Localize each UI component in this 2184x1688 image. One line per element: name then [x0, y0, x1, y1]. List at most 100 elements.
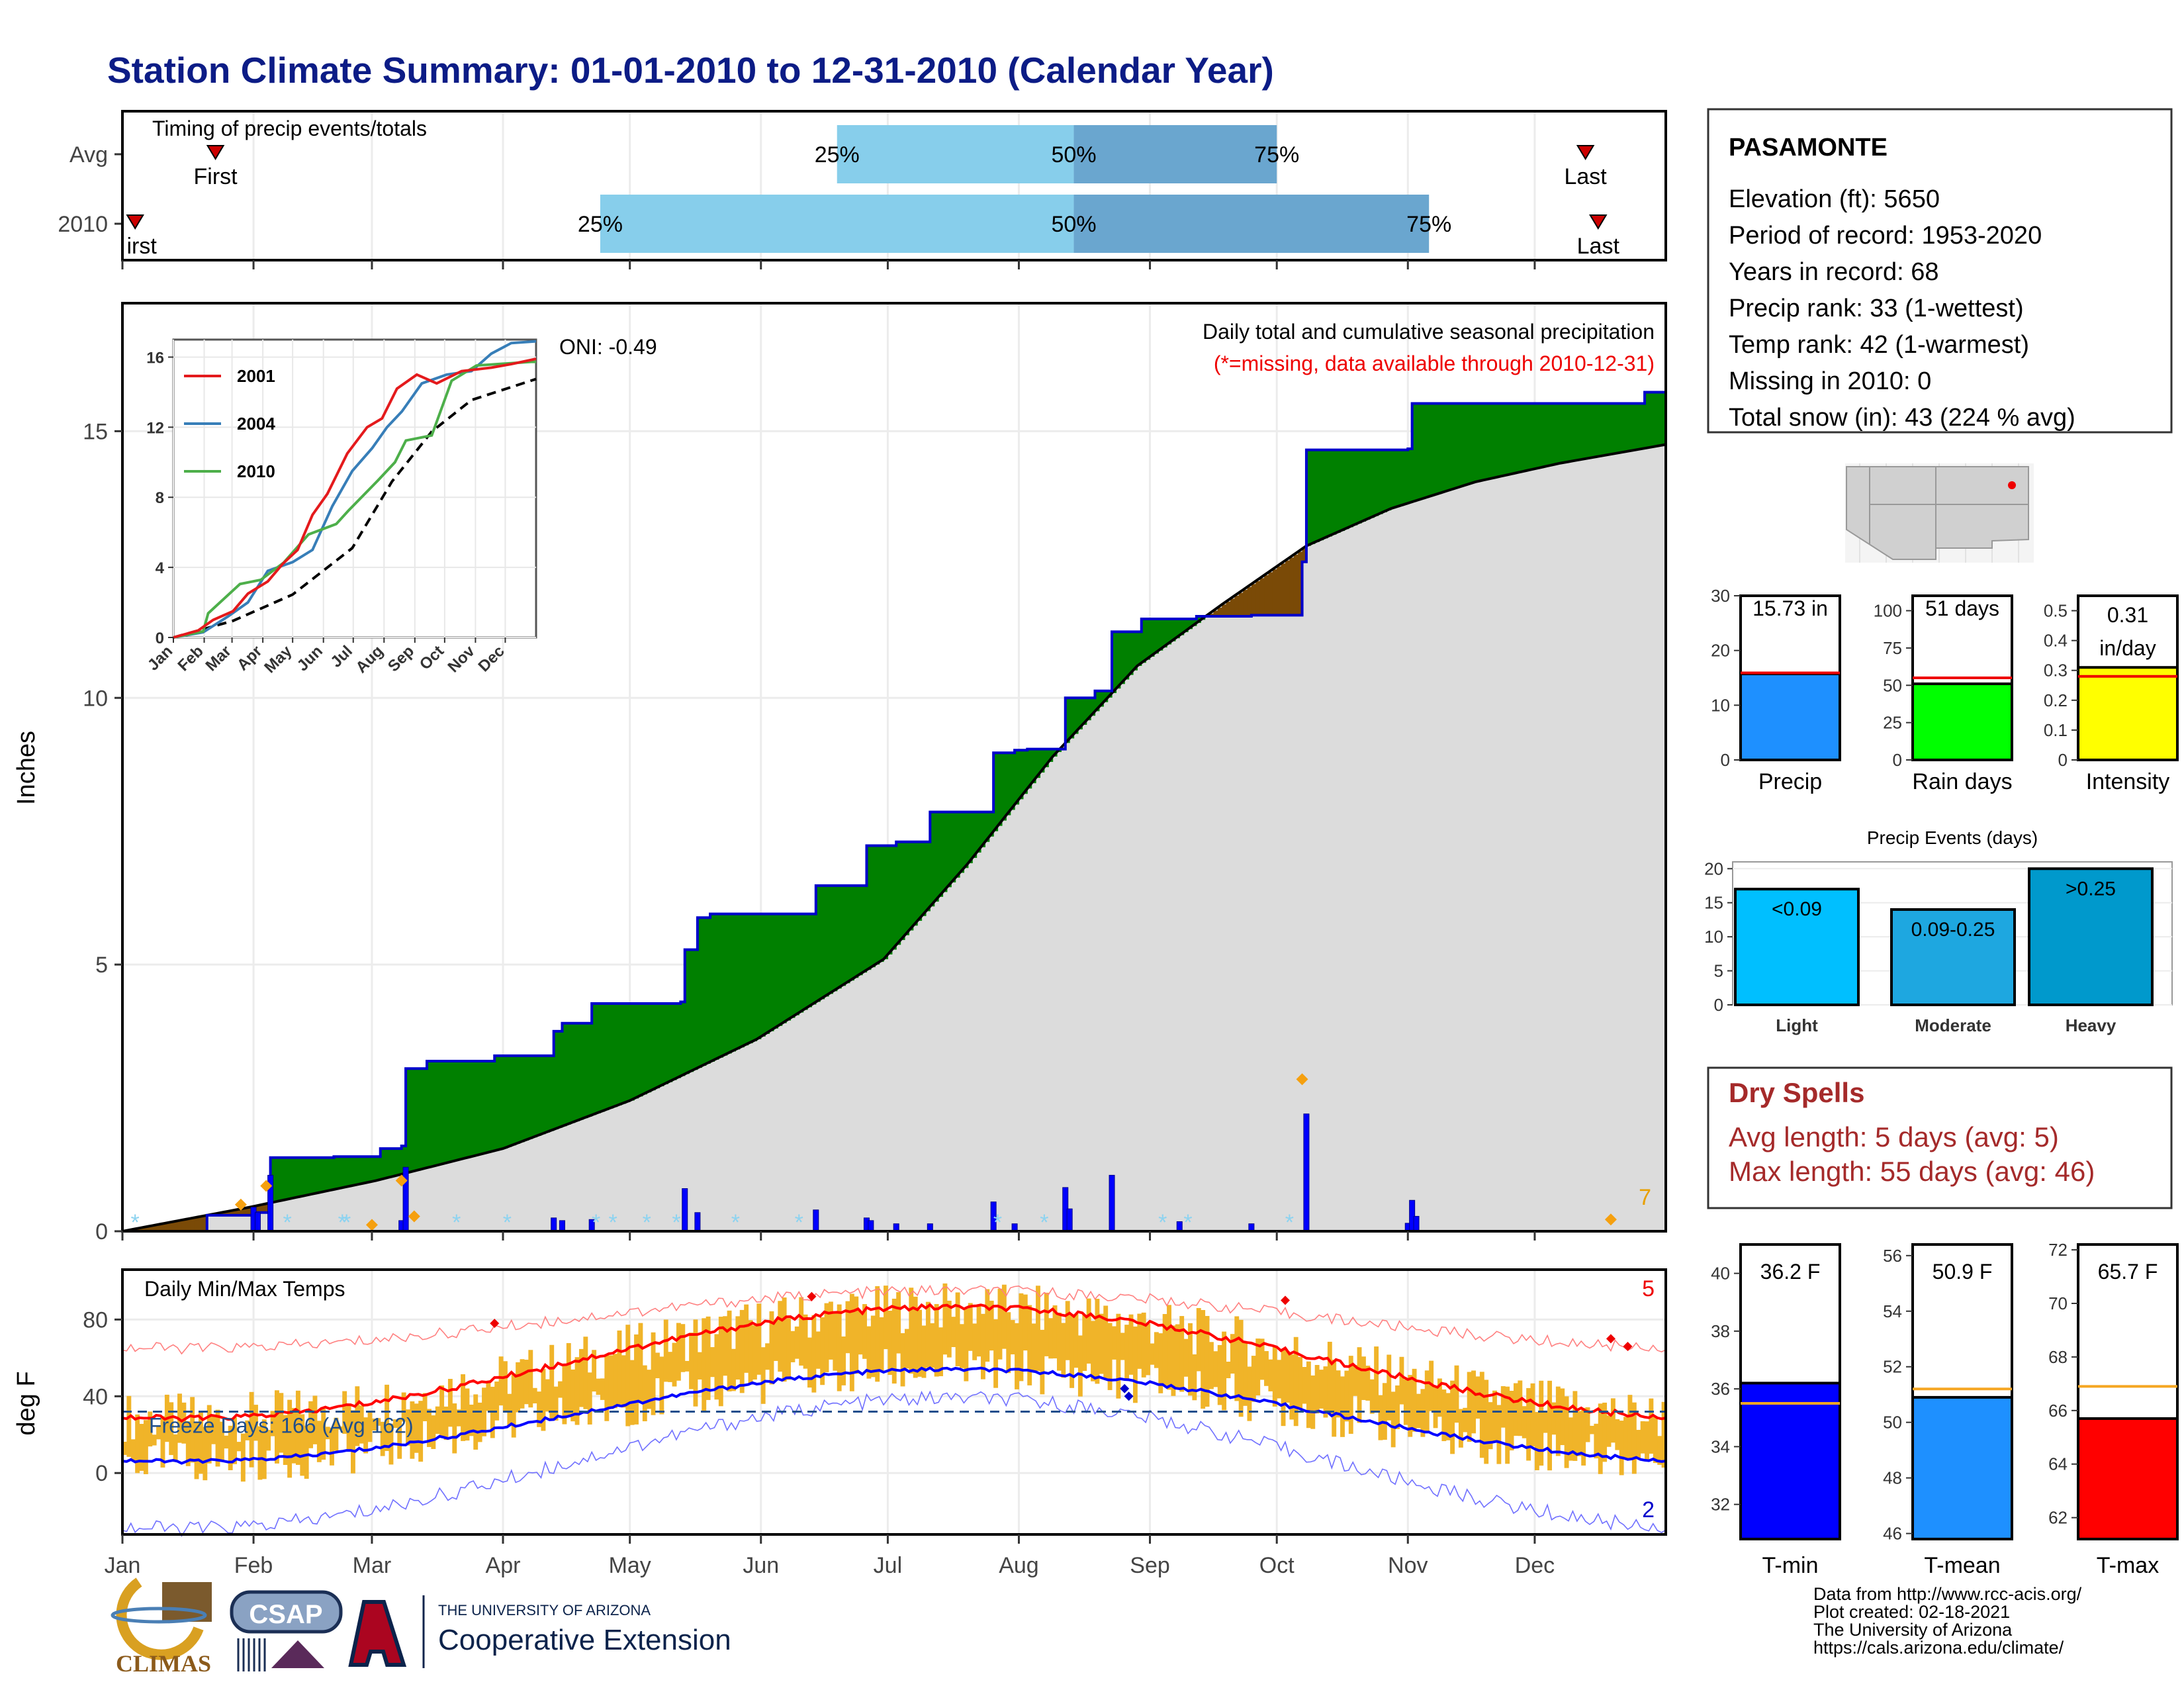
- daily-temp-range-bar: [224, 1435, 229, 1449]
- daily-temp-range-bar: [1649, 1398, 1654, 1454]
- daily-temp-range-bar: [638, 1323, 643, 1403]
- departure-band: [1238, 592, 1244, 616]
- departure-band: [1095, 690, 1100, 712]
- daily-temp-range-bar: [1344, 1370, 1349, 1422]
- daily-temp-range-bar: [486, 1381, 491, 1411]
- departure-band: [414, 1068, 419, 1171]
- departure-band: [854, 885, 859, 978]
- daily-temp-range-bar: [257, 1426, 263, 1480]
- daily-temp-range-bar: [845, 1301, 850, 1354]
- daily-temp-range-bar: [1073, 1313, 1079, 1368]
- departure-band: [342, 1156, 347, 1188]
- daily-temp-range-bar: [807, 1337, 812, 1388]
- daily-precip-bar: [1176, 1221, 1183, 1232]
- daily-temp-range-bar: [1353, 1365, 1358, 1396]
- daily-temp-range-bar: [794, 1326, 799, 1359]
- daily-temp-range-bar: [1598, 1403, 1603, 1474]
- daily-temp-range-bar: [879, 1317, 884, 1372]
- ua-logo-a: [348, 1600, 407, 1667]
- departure-band: [385, 1149, 390, 1179]
- departure-band: [232, 1210, 238, 1215]
- departure-band: [866, 845, 872, 970]
- departure-band: [473, 1060, 478, 1156]
- daily-temp-range-bar: [1602, 1402, 1608, 1462]
- daily-temp-range-bar: [659, 1356, 664, 1415]
- daily-temp-range-bar: [477, 1402, 482, 1442]
- record-low-marker: [1120, 1383, 1130, 1393]
- daily-temp-range-bar: [629, 1360, 635, 1425]
- daily-temp-range-bar: [613, 1354, 618, 1409]
- departure-band: [989, 812, 994, 837]
- record-high-marker: [1280, 1295, 1290, 1305]
- daily-temp-range-bar: [735, 1316, 741, 1380]
- departure-band: [778, 914, 783, 1026]
- csap-logo-mountain: [271, 1640, 324, 1668]
- departure-band: [456, 1060, 461, 1160]
- departure-band: [1162, 619, 1167, 648]
- daily-temp-range-bar: [253, 1405, 258, 1441]
- daily-temp-range-bar: [946, 1300, 952, 1358]
- daily-temp-range-bar: [1374, 1346, 1379, 1413]
- month-label: Oct: [1259, 1553, 1295, 1578]
- inset-background: [172, 338, 537, 639]
- daily-temp-range-bar: [1175, 1324, 1180, 1389]
- gauge-tick-label: 0.4: [2044, 631, 2068, 651]
- daily-temp-range-bar: [680, 1324, 686, 1372]
- departure-band: [1112, 632, 1117, 694]
- daily-temp-range-bar: [820, 1317, 825, 1385]
- tgauge-tick-label: 48: [1883, 1468, 1902, 1488]
- daily-temp-range-bar: [194, 1421, 199, 1479]
- daily-temp-range-bar: [1222, 1331, 1227, 1411]
- departure-band: [647, 1003, 652, 1093]
- daily-temp-range-bar: [1627, 1395, 1633, 1460]
- departure-band: [1390, 449, 1396, 509]
- departure-band: [1141, 619, 1146, 663]
- departure-band: [1661, 392, 1666, 445]
- missing-asterisk: *: [338, 1210, 347, 1235]
- departure-band: [625, 1003, 631, 1103]
- daily-temp-range-bar: [270, 1411, 275, 1436]
- departure-band: [410, 1068, 415, 1172]
- departure-band: [870, 845, 876, 968]
- departure-band: [1048, 749, 1054, 762]
- daily-temp-range-bar: [173, 1434, 178, 1462]
- daily-temp-range-bar: [1272, 1346, 1277, 1407]
- departure-band: [617, 1003, 622, 1105]
- daily-temp-range-bar: [1065, 1301, 1070, 1360]
- daily-temp-range-bar: [380, 1421, 385, 1456]
- departure-band: [1441, 403, 1447, 493]
- departure-band: [321, 1157, 326, 1192]
- departure-band: [769, 914, 774, 1031]
- daily-temp-range-bar: [1116, 1313, 1121, 1399]
- departure-band: [469, 1060, 474, 1158]
- departure-band: [1602, 403, 1608, 456]
- daily-temp-range-bar: [427, 1409, 432, 1447]
- inset-y-tick: 12: [146, 419, 164, 437]
- departure-band: [388, 1149, 394, 1178]
- departure-band: [1264, 575, 1269, 616]
- departure-band: [355, 1156, 360, 1186]
- departure-band: [1454, 403, 1459, 489]
- departure-band: [1259, 578, 1265, 616]
- departure-band: [684, 949, 690, 1074]
- departure-band: [1522, 403, 1527, 472]
- missing-asterisk: *: [452, 1210, 461, 1235]
- ua-big-text: Cooperative Extension: [438, 1624, 731, 1656]
- daily-temp-range-bar: [1179, 1316, 1185, 1392]
- departure-band: [498, 1055, 504, 1150]
- departure-band: [1154, 619, 1159, 654]
- departure-band: [152, 1225, 157, 1231]
- departure-band: [177, 1221, 183, 1231]
- climas-logo-ring: [111, 1607, 207, 1624]
- daily-temp-range-bar: [748, 1320, 753, 1384]
- tgauge-tick-label: 64: [2048, 1454, 2068, 1474]
- departure-band: [1120, 632, 1125, 684]
- daily-temp-range-bar: [1576, 1411, 1582, 1456]
- avg-cumulative-line: [122, 443, 1666, 1233]
- departure-band: [520, 1055, 525, 1143]
- departure-band: [1348, 449, 1353, 528]
- departure-band: [1539, 403, 1544, 468]
- departure-band: [904, 841, 909, 935]
- departure-band: [1598, 403, 1603, 457]
- missing-asterisk: *: [342, 1210, 351, 1235]
